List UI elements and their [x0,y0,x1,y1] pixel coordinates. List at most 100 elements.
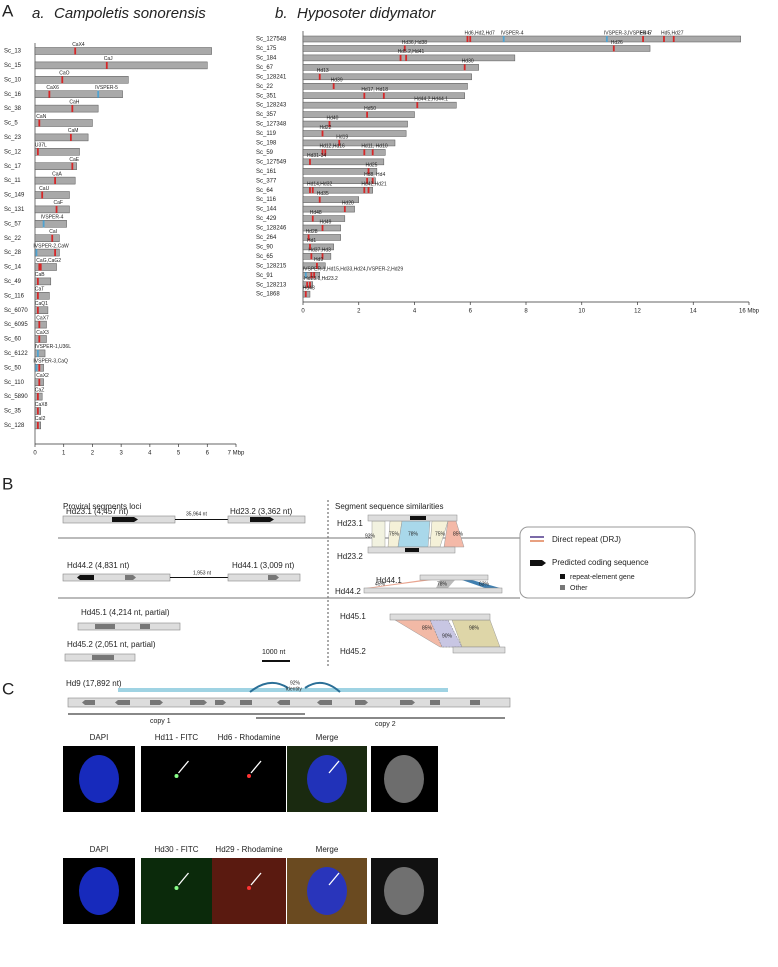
locus-marker [38,263,41,271]
locus-label: Hd5.2,Hd41 [398,49,425,55]
panel-sub: a. [32,5,45,22]
locus-marker [672,36,675,42]
locus-label: IVSPER-4 [501,30,524,36]
image-label: Merge [316,733,339,742]
locus-label: Hd13 [317,68,329,74]
locus-label: Hd48 [310,210,322,216]
signal [174,774,179,778]
locus-marker [367,168,370,175]
locus-label: Hd35 [317,191,329,197]
locus-label: Hd36,Hd38 [402,40,428,46]
locus-marker [310,272,313,279]
category-label: Sc_16 [4,92,22,98]
x-tick-label: 1 [62,451,66,457]
category-label: Sc_144 [256,207,277,213]
category-label: Sc_5 [4,121,18,127]
locus-label: IVSPER-5 [95,85,118,91]
segment-label: Hd45.2 (2,051 nt, partial) [67,640,156,649]
bar [302,215,346,222]
similarity [436,580,455,588]
cds [405,516,426,552]
locus-label: CaU [39,186,49,192]
bar [34,349,46,358]
similarity-pct: 93% [365,533,376,539]
category-label: Sc_377 [256,178,277,184]
x-tick-label: 4 [148,451,152,457]
bar [302,158,385,166]
segment-label: Hd45.2 [340,647,366,656]
cds-set [82,700,480,705]
locus-label: Hd49 [320,219,332,225]
repeat [118,688,448,692]
locus-label: CaX6 [46,85,59,91]
locus-marker [338,139,341,146]
image-label: Merge [316,845,339,854]
segment-label: Hd44.1 (3,009 nt) [232,561,295,570]
locus-label: CaA [52,171,62,177]
legend-swatch [530,560,546,566]
bar [34,234,60,242]
category-label: Sc_184 [256,55,277,61]
similarity [366,580,432,588]
category-label: Sc_60 [4,337,22,343]
locus-marker [403,45,406,52]
bar [34,133,89,142]
locus-marker [36,421,39,429]
locus-marker [304,272,307,279]
locus-label: IVSPER-2,CaW [33,243,69,249]
bar [34,292,50,300]
locus-marker [311,187,314,194]
legend-swatch [560,574,565,579]
locus-label: CaE [69,157,79,163]
cds [250,517,274,522]
arrow [178,760,189,774]
locus-label: CaB [35,272,45,278]
bar [34,148,80,156]
chromosomes [79,755,119,803]
gap-label: 1,953 nt [193,570,212,576]
x-tick-label: 2 [91,451,95,457]
locus-label: Hd30 [462,59,474,65]
locus-marker [363,92,366,99]
arrow [328,760,340,774]
category-label: Sc_14 [4,265,22,271]
bar [302,73,472,81]
segment-label: Hd9 (17,892 nt) [66,679,122,688]
bar [34,320,47,329]
cds [268,575,279,580]
locus-marker [36,393,39,401]
locus-marker [71,105,74,113]
locus-marker [311,215,314,222]
locus-label: CaN [36,114,46,120]
locus-marker [41,191,44,199]
category-label: Sc_6095 [4,322,28,328]
locus-label: CaF [54,200,63,206]
locus-marker [367,187,370,194]
similarity-pct: 75% [389,531,400,537]
category-label: Sc_128 [4,423,25,429]
category-label: Sc_35 [4,409,22,415]
category-label: Sc_28 [4,250,22,256]
bar [302,111,415,118]
category-label: Sc_59 [256,150,274,156]
bar [302,205,355,213]
locus-marker [371,149,374,156]
identity-pct: 92% [290,680,301,686]
bar [302,120,408,128]
bar [34,47,212,55]
cds [92,655,114,660]
image-label: DAPI [90,733,109,742]
locus-marker [663,36,665,42]
bar [34,104,99,113]
locus-label: Hd5,Hd27 [661,30,684,36]
bar [34,76,129,84]
segment [227,573,301,582]
locus-label: Hd6,Hd2,Hd7 [464,30,495,36]
locus-marker [36,349,39,357]
locus-marker [310,253,313,260]
locus-marker [54,177,56,185]
signal [247,774,251,778]
segment-label: Hd44.2 [335,587,361,596]
category-label: Sc_175 [256,46,277,52]
bar [302,130,407,137]
